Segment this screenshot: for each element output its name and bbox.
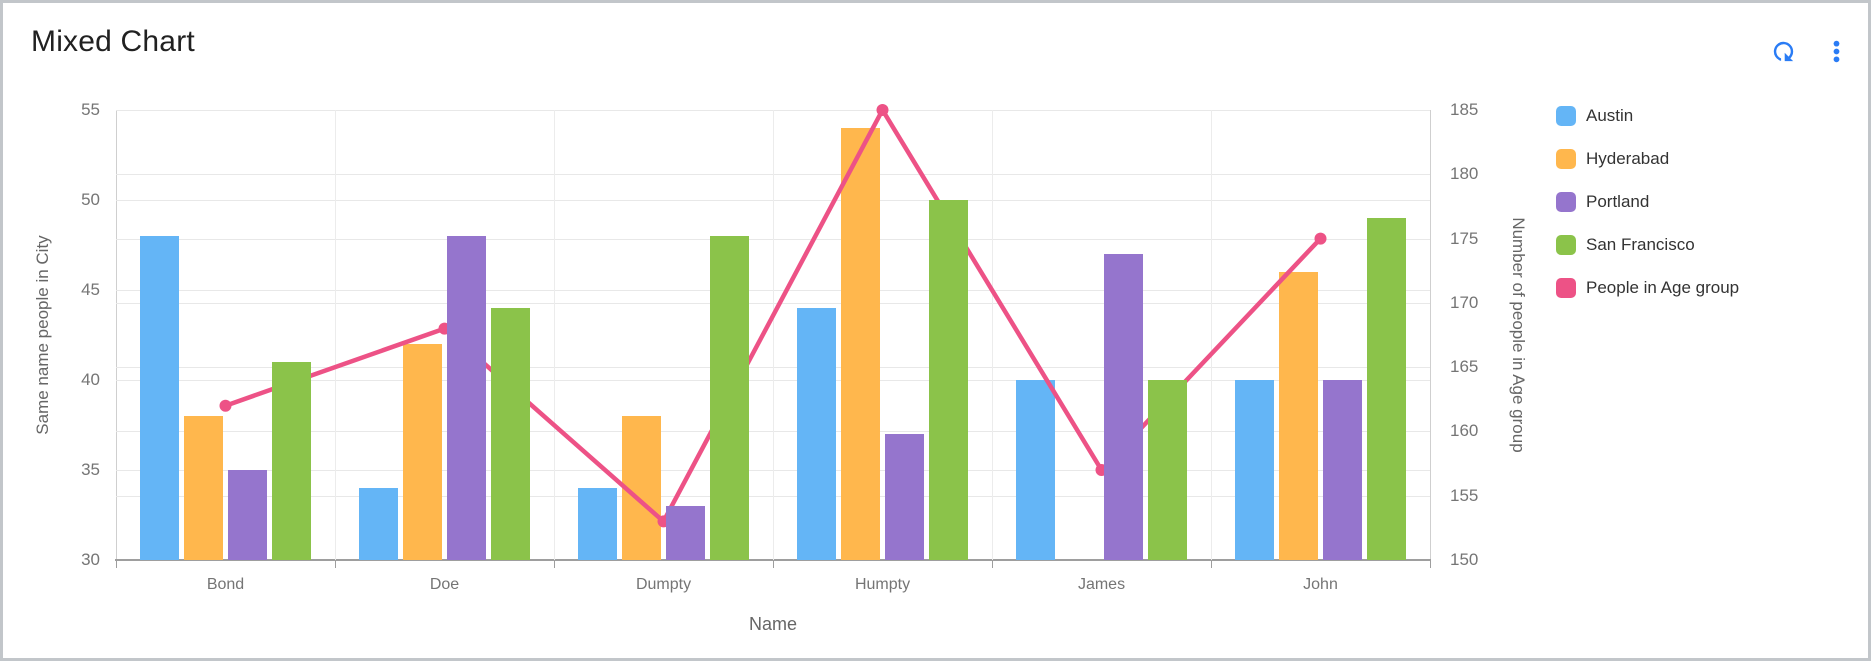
- bar-austin-bond: [140, 236, 179, 560]
- legend-swatch-people-in-age-group: [1556, 278, 1576, 298]
- y-axis-tick-label-right: 165: [1450, 357, 1479, 377]
- y-axis-title-left: Same name people in City: [33, 235, 52, 435]
- x-axis-tick-label: Humpty: [854, 576, 911, 593]
- legend-label: People in Age group: [1586, 278, 1740, 297]
- legend-item-portland[interactable]: Portland: [1556, 192, 1739, 212]
- line-series-people-in-age-group: [219, 104, 1327, 528]
- legend-label: Hyderabad: [1586, 149, 1670, 168]
- x-axis-tick: [1430, 561, 1431, 568]
- bar-san-francisco-dumpty: [710, 236, 749, 560]
- refresh-icon: [1769, 37, 1798, 66]
- y-axis-line-left: [116, 110, 117, 560]
- legend-swatch-austin: [1556, 106, 1576, 126]
- legend-swatch-hyderabad: [1556, 149, 1576, 169]
- x-axis-tick-label: John: [1303, 576, 1338, 593]
- y-axis-tick-label-left: 50: [81, 190, 100, 209]
- refresh-button[interactable]: [1767, 35, 1799, 67]
- bar-austin-john: [1235, 380, 1274, 560]
- y-axis-tick-label-right: 175: [1450, 228, 1479, 248]
- page-title: Mixed Chart: [31, 25, 195, 58]
- line-point-bond: [219, 399, 232, 412]
- y-axis-tick-label-left: 55: [81, 100, 100, 119]
- bar-austin-dumpty: [578, 488, 617, 560]
- bar-austin-doe: [359, 488, 398, 560]
- gridline-vertical: [773, 110, 774, 560]
- bar-portland-humpty: [885, 434, 924, 560]
- bar-hyderabad-humpty: [841, 128, 880, 560]
- legend-item-austin[interactable]: Austin: [1556, 106, 1739, 126]
- legend-swatch-san-francisco: [1556, 235, 1576, 255]
- bar-austin-humpty: [797, 308, 836, 560]
- bar-austin-james: [1016, 380, 1055, 560]
- x-axis-tick-label: Dumpty: [635, 576, 692, 593]
- gridline-vertical: [992, 110, 993, 560]
- line-point-john: [1314, 232, 1327, 245]
- y-axis-tick-label-left: 35: [81, 460, 100, 479]
- legend-item-people-in-age-group[interactable]: People in Age group: [1556, 278, 1739, 298]
- x-axis-tick: [992, 561, 993, 568]
- bar-hyderabad-john: [1279, 272, 1318, 560]
- gridline-vertical: [1211, 110, 1212, 560]
- y-axis-tick-label-right: 170: [1450, 292, 1479, 312]
- y-axis-tick-label-right: 150: [1450, 550, 1479, 569]
- x-axis-title: Name: [748, 614, 797, 634]
- gridline-vertical: [554, 110, 555, 560]
- x-axis-tick: [773, 561, 774, 568]
- y-axis-tick-label-right: 185: [1450, 100, 1479, 119]
- x-axis-tick: [335, 561, 336, 568]
- legend: Austin Hyderabad Portland San Francisco Peop…: [1556, 106, 1739, 298]
- bar-san-francisco-james: [1148, 380, 1187, 560]
- legend-swatch-portland: [1556, 192, 1576, 212]
- bar-san-francisco-john: [1367, 218, 1406, 560]
- x-axis-tick: [116, 561, 117, 568]
- x-axis-tick: [1211, 561, 1212, 568]
- y-axis-tick-label-left: 30: [81, 550, 100, 569]
- y-axis-tick-label-left: 40: [81, 370, 100, 389]
- menu-button[interactable]: [1820, 35, 1852, 67]
- bar-portland-bond: [228, 470, 267, 560]
- legend-label: Portland: [1586, 192, 1650, 211]
- y-axis-tick-label-right: 160: [1450, 421, 1479, 441]
- x-axis-tick: [554, 561, 555, 568]
- legend-item-hyderabad[interactable]: Hyderabad: [1556, 149, 1739, 169]
- y-axis-tick-label-left: 45: [81, 280, 100, 299]
- x-axis-tick-label: James: [1077, 576, 1126, 593]
- legend-label: Austin: [1586, 106, 1634, 125]
- bar-portland-dumpty: [666, 506, 705, 560]
- line-point-humpty: [876, 104, 889, 116]
- bar-san-francisco-bond: [272, 362, 311, 560]
- bar-hyderabad-bond: [184, 416, 223, 560]
- y-axis-tick-label-right: 180: [1450, 164, 1479, 184]
- bar-portland-james: [1104, 254, 1143, 560]
- y-axis-line-right: [1430, 110, 1431, 560]
- bar-portland-john: [1323, 380, 1362, 560]
- y-axis-tick-label-right: 155: [1450, 485, 1479, 505]
- bar-san-francisco-doe: [491, 308, 530, 560]
- bar-portland-doe: [447, 236, 486, 560]
- x-axis-tick-label: Doe: [429, 576, 460, 593]
- x-axis-line: [115, 559, 1431, 561]
- legend-label: San Francisco: [1586, 235, 1695, 254]
- bar-san-francisco-humpty: [929, 200, 968, 560]
- more-vert-icon: [1822, 37, 1851, 66]
- x-axis-tick-label: Bond: [206, 576, 245, 593]
- bar-hyderabad-doe: [403, 344, 442, 560]
- gridline-vertical: [335, 110, 336, 560]
- y-axis-title-right: Number of people in Age group: [1509, 217, 1528, 453]
- legend-item-san-francisco[interactable]: San Francisco: [1556, 235, 1739, 255]
